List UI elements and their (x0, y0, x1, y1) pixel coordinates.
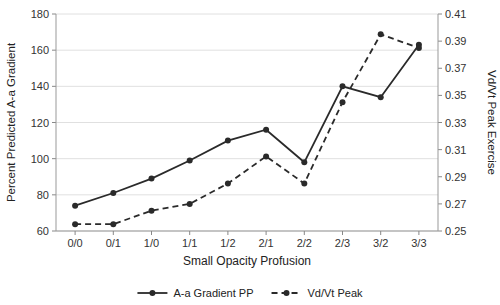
y2-axis-label: Vd/Vt Peak Exercise (486, 70, 498, 175)
y-tick-label: 60 (37, 225, 49, 237)
data-point (416, 45, 422, 51)
x-tick-label: 0/1 (106, 237, 121, 249)
y2-tick-label: 0.41 (445, 8, 466, 20)
x-tick-label: 1/1 (182, 237, 197, 249)
tick-mark (438, 203, 442, 204)
y2-tick-label: 0.27 (445, 198, 466, 210)
x-tick-label: 2/1 (258, 237, 273, 249)
data-point (340, 99, 346, 105)
tick-mark (52, 194, 56, 195)
y2-tick-label: 0.29 (445, 171, 466, 183)
series-line (75, 34, 419, 224)
y2-axis-line (438, 14, 439, 231)
data-point (263, 127, 269, 133)
grid-line (56, 122, 438, 123)
tick-mark (438, 176, 442, 177)
chart: 60 80 100 120 140 160 180 0.25 0.27 0.29 0.31 0.33 0… (0, 0, 500, 305)
tick-mark (438, 95, 442, 96)
data-point (225, 138, 231, 144)
data-point (301, 181, 307, 187)
tick-mark (113, 231, 114, 235)
plot-area (72, 31, 422, 227)
tick-mark (380, 231, 381, 235)
tick-mark (438, 231, 442, 232)
y-tick-label: 80 (37, 189, 49, 201)
y2-tick-label: 0.25 (445, 225, 466, 237)
grid-line (56, 86, 438, 87)
tick-mark (75, 231, 76, 235)
x-tick-label: 1/0 (144, 237, 159, 249)
tick-mark (438, 122, 442, 123)
tick-mark (438, 41, 442, 42)
tick-mark (52, 231, 56, 232)
legend-label: A-a Gradient PP (173, 287, 253, 299)
data-point (72, 203, 78, 209)
data-point (187, 201, 193, 207)
grid-line (56, 158, 438, 159)
tick-mark (189, 231, 190, 235)
legend-label: Vd/Vt Peak (308, 287, 364, 299)
tick-mark (438, 68, 442, 69)
y-tick-label: 140 (31, 80, 49, 92)
y2-tick-label: 0.39 (445, 35, 466, 47)
y-tick-label: 120 (31, 117, 49, 129)
x-tick-label: 1/2 (220, 237, 235, 249)
legend-marker (284, 290, 290, 296)
y2-tick-label: 0.35 (445, 89, 466, 101)
tick-mark (438, 14, 442, 15)
data-point (110, 190, 116, 196)
y-axis-label: Percent Predicted A-a Gradient (5, 42, 17, 202)
y2-tick-label: 0.33 (445, 117, 466, 129)
grid-line (56, 14, 438, 15)
data-point (378, 31, 384, 37)
series-line (75, 45, 419, 206)
x-tick-label: 0/0 (67, 237, 82, 249)
tick-mark (151, 231, 152, 235)
x-axis-label: Small Opacity Profusion (183, 254, 311, 268)
tick-mark (52, 14, 56, 15)
data-point (110, 221, 116, 227)
data-point (263, 153, 269, 159)
tick-mark (52, 122, 56, 123)
tick-mark (227, 231, 228, 235)
tick-mark (304, 231, 305, 235)
data-point (301, 159, 307, 165)
legend: A-a Gradient PP Vd/Vt Peak (137, 287, 363, 299)
data-point (225, 181, 231, 187)
y2-tick-label: 0.31 (445, 144, 466, 156)
tick-mark (342, 231, 343, 235)
tick-mark (52, 86, 56, 87)
y2-tick-label: 0.37 (445, 62, 466, 74)
x-tick-label: 2/3 (335, 237, 350, 249)
data-point (149, 208, 155, 214)
x-tick-label: 2/2 (297, 237, 312, 249)
y-tick-label: 180 (31, 8, 49, 20)
x-tick-label: 3/2 (373, 237, 388, 249)
legend-marker (149, 290, 155, 296)
y-axis-line (56, 14, 57, 231)
data-point (378, 94, 384, 100)
grid-line (56, 50, 438, 51)
data-point (340, 83, 346, 89)
data-point (187, 157, 193, 163)
tick-mark (52, 50, 56, 51)
tick-mark (266, 231, 267, 235)
y-tick-label: 160 (31, 44, 49, 56)
tick-mark (52, 158, 56, 159)
x-tick-label: 3/3 (411, 237, 426, 249)
tick-mark (418, 231, 419, 235)
y-tick-label: 100 (31, 153, 49, 165)
legend-item: Vd/Vt Peak (272, 287, 364, 299)
tick-mark (438, 149, 442, 150)
legend-item: A-a Gradient PP (137, 287, 253, 299)
data-point (72, 221, 78, 227)
data-point (149, 176, 155, 182)
